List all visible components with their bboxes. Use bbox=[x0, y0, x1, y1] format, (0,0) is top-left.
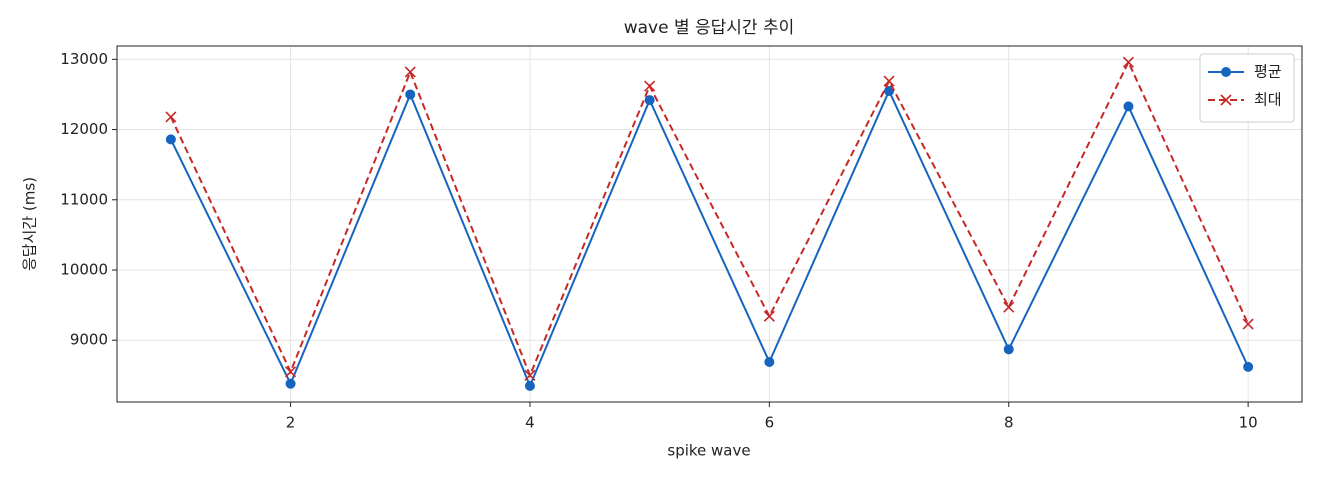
marker bbox=[405, 89, 416, 100]
marker bbox=[1122, 56, 1135, 68]
y-tick-label: 10000 bbox=[60, 260, 108, 278]
marker bbox=[1243, 361, 1254, 372]
marker bbox=[644, 95, 655, 106]
marker bbox=[524, 369, 536, 381]
marker bbox=[883, 75, 895, 87]
marker bbox=[884, 85, 895, 96]
marker bbox=[763, 310, 775, 322]
marker bbox=[165, 111, 177, 123]
y-tick-label: 11000 bbox=[60, 190, 108, 208]
marker bbox=[284, 366, 297, 378]
marker bbox=[1003, 344, 1014, 355]
chart-title: wave 별 응답시간 추이 bbox=[624, 18, 795, 38]
marker bbox=[404, 66, 416, 78]
x-tick-label: 6 bbox=[765, 414, 775, 432]
y-tick-label: 12000 bbox=[60, 120, 108, 138]
series-line bbox=[169, 59, 1250, 378]
marker bbox=[285, 378, 296, 389]
x-tick-label: 8 bbox=[1004, 414, 1014, 432]
x-tick-label: 10 bbox=[1239, 414, 1258, 432]
legend-label: 평균 bbox=[1254, 63, 1282, 81]
marker bbox=[764, 356, 775, 367]
marker bbox=[1003, 301, 1015, 313]
marker bbox=[524, 380, 535, 391]
legend-marker bbox=[1220, 94, 1232, 106]
marker bbox=[165, 134, 176, 145]
series-line bbox=[169, 88, 1250, 389]
marker bbox=[1242, 318, 1254, 330]
y-tick-label: 9000 bbox=[70, 331, 108, 349]
marker bbox=[1123, 101, 1134, 112]
legend-label: 최대 bbox=[1254, 91, 1282, 109]
y-tick-label: 13000 bbox=[60, 50, 108, 68]
plot-frame bbox=[116, 45, 1303, 403]
x-tick-label: 2 bbox=[286, 414, 296, 432]
x-tick-label: 4 bbox=[525, 414, 535, 432]
legend-marker bbox=[1221, 67, 1231, 77]
x-axis-label: spike wave bbox=[667, 442, 750, 460]
marker bbox=[644, 80, 656, 92]
y-axis-label: 응답시간 (ms) bbox=[21, 177, 39, 271]
